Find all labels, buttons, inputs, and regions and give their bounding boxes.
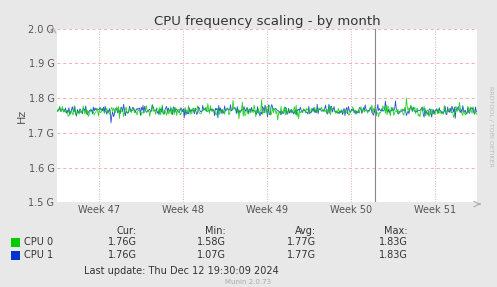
Text: 1.58G: 1.58G xyxy=(197,237,226,247)
Text: 1.83G: 1.83G xyxy=(379,237,408,247)
Y-axis label: Hz: Hz xyxy=(17,108,27,123)
Title: CPU frequency scaling - by month: CPU frequency scaling - by month xyxy=(154,15,380,28)
Text: 1.77G: 1.77G xyxy=(286,237,316,247)
Text: CPU 1: CPU 1 xyxy=(24,250,53,260)
Text: Munin 2.0.73: Munin 2.0.73 xyxy=(226,279,271,285)
Text: Min:: Min: xyxy=(205,226,226,236)
Text: 1.76G: 1.76G xyxy=(108,237,137,247)
Text: Last update: Thu Dec 12 19:30:09 2024: Last update: Thu Dec 12 19:30:09 2024 xyxy=(83,266,278,276)
Text: 1.76G: 1.76G xyxy=(108,250,137,260)
Text: Max:: Max: xyxy=(384,226,408,236)
Text: 1.07G: 1.07G xyxy=(197,250,226,260)
Text: CPU 0: CPU 0 xyxy=(24,237,53,247)
Text: 1.83G: 1.83G xyxy=(379,250,408,260)
Text: Avg:: Avg: xyxy=(294,226,316,236)
Text: 1.77G: 1.77G xyxy=(286,250,316,260)
Text: RRDTOOL / TOBI OETIKER: RRDTOOL / TOBI OETIKER xyxy=(488,86,493,167)
Text: Cur:: Cur: xyxy=(117,226,137,236)
